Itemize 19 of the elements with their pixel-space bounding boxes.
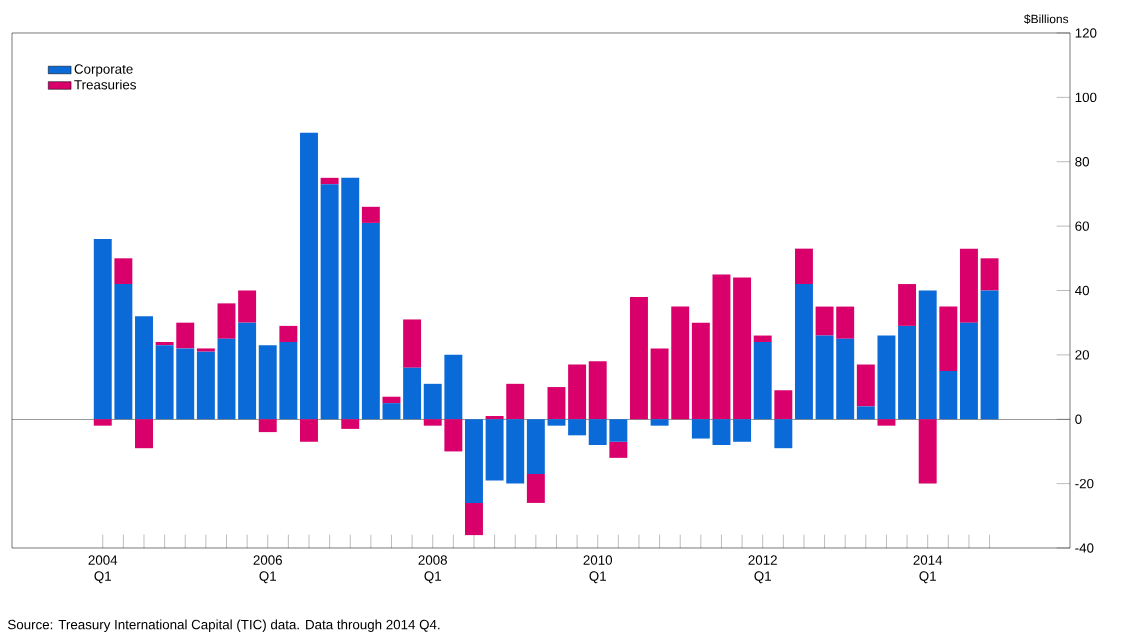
- x-tick-label: 2012 Q1: [748, 555, 777, 584]
- y-tick-label: -40: [1075, 543, 1094, 553]
- x-tick-label: 2008 Q1: [418, 555, 447, 584]
- source-note: Source: Treasury International Capital (TIC) data. Data through 2014 Q4.: [7, 619, 440, 632]
- x-tick-label: 2010 Q1: [583, 555, 613, 584]
- y-tick-label: -20: [1075, 478, 1094, 489]
- y-tick-label: 20: [1075, 350, 1090, 360]
- y-axis-title: $Billions: [1024, 14, 1069, 24]
- y-tick-label: 80: [1075, 157, 1090, 167]
- legend-label: Treasuries: [74, 79, 136, 90]
- x-tick-label: 2006 Q1: [253, 555, 282, 584]
- y-tick-label: 0: [1075, 414, 1082, 424]
- y-tick-label: 120: [1075, 28, 1097, 38]
- y-tick-label: 40: [1075, 285, 1090, 296]
- x-tick-label: 2014 Q1: [913, 555, 943, 584]
- x-tick-label: 2004 Q1: [88, 555, 118, 584]
- y-tick-label: 100: [1075, 92, 1097, 103]
- y-tick-label: 60: [1075, 221, 1090, 231]
- legend-label: Corporate: [74, 64, 133, 77]
